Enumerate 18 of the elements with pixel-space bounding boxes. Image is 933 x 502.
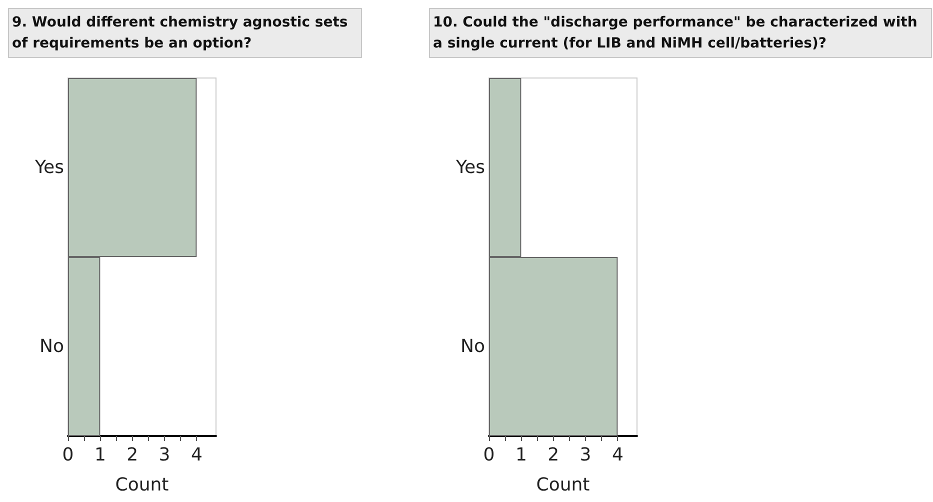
x-axis-title: Count [115, 474, 169, 496]
x-tick-label: 0 [483, 444, 495, 466]
chart-title: 9. Would different chemistry agnostic sets of requirements be an option? [12, 14, 353, 52]
x-axis-title: Count [536, 474, 590, 496]
x-tick-label: 4 [190, 444, 202, 466]
x-tick-label: 2 [126, 444, 138, 466]
y-tick-label: No [40, 336, 64, 357]
x-tick-label: 0 [62, 444, 74, 466]
x-tick-label: 2 [548, 444, 560, 466]
x-tick-label: 3 [580, 444, 592, 466]
x-tick-label: 1 [515, 444, 527, 466]
x-tick-label: 1 [94, 444, 106, 466]
y-tick-label: Yes [34, 157, 64, 178]
x-tick-label: 3 [158, 444, 170, 466]
text: 10. Could the "discharge performance" be characterized with a single current (for LIB and NiMH cell/batteries)? [433, 14, 922, 52]
y-tick-label: Yes [454, 157, 485, 178]
x-tick-label: 4 [612, 444, 624, 466]
y-tick-label: No [460, 336, 485, 357]
